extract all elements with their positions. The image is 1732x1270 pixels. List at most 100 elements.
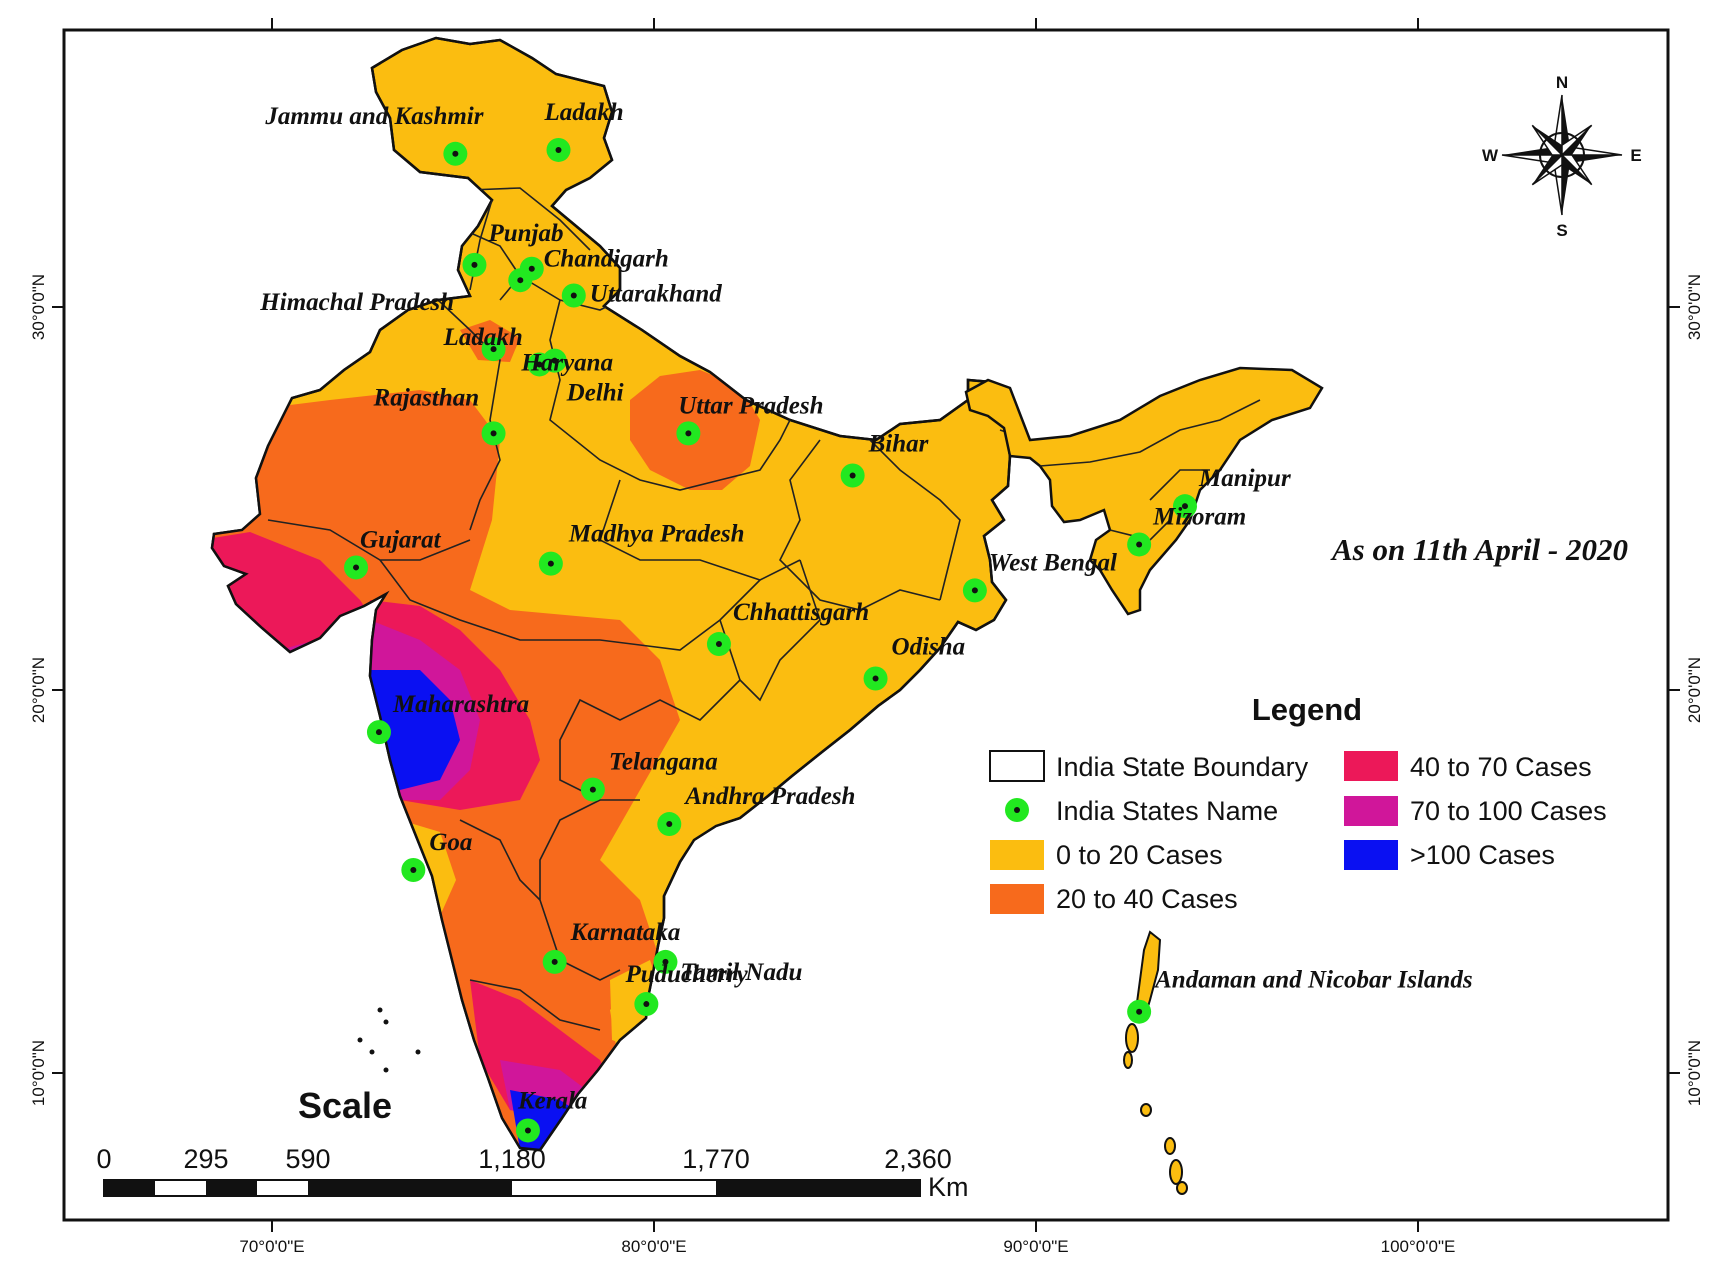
lat-label-20-right: 20°0'0"N <box>1685 657 1704 723</box>
state-marker: West Bengal <box>962 549 1117 603</box>
state-marker: Tamil Nadu <box>634 959 802 1017</box>
state-label: Mizoram <box>1152 503 1246 530</box>
state-marker: Delhi <box>542 348 624 407</box>
lon-label-70: 70°0'0"E <box>239 1237 304 1256</box>
legend-label-boundary: India State Boundary <box>1056 752 1309 782</box>
legend-label-70-100: 70 to 100 Cases <box>1410 796 1607 826</box>
compass-south: S <box>1556 221 1567 240</box>
state-point-center <box>589 786 596 793</box>
state-marker: Jammu and Kashmir <box>264 103 484 166</box>
date-label: As on 11th April - 2020 <box>1330 532 1628 567</box>
legend-swatch-100-plus <box>1344 840 1398 870</box>
state-point-center <box>410 867 417 874</box>
state-point-center <box>375 729 382 736</box>
state-label: Madhya Pradesh <box>568 521 745 548</box>
state-point-center <box>490 346 497 353</box>
state-label: Chandigarh <box>544 246 669 273</box>
graticule-ticks <box>52 18 1680 1232</box>
legend-label-40-70: 40 to 70 Cases <box>1410 752 1592 782</box>
state-marker: Rajasthan <box>373 384 506 446</box>
state-label: Haryana <box>520 349 613 376</box>
lat-label-10-right: 10°0'0"N <box>1685 1040 1704 1106</box>
state-point-center <box>971 587 978 594</box>
scale-tick-1180: 1,180 <box>478 1144 546 1174</box>
state-label: Andhra Pradesh <box>683 783 855 810</box>
state-marker: Madhya Pradesh <box>538 521 745 576</box>
compass-rose-icon <box>1501 94 1623 216</box>
legend-swatch-20-40 <box>990 884 1044 914</box>
state-marker: Uttar Pradesh <box>676 392 824 446</box>
state-label: Himachal Pradesh <box>259 289 454 316</box>
state-marker: Andaman and Nicobar Islands <box>1127 967 1473 1024</box>
scale-tick-295: 295 <box>183 1144 228 1174</box>
legend-label-point: India States Name <box>1056 796 1278 826</box>
lat-label-20-left: 20°0'0"N <box>29 657 48 723</box>
state-label: Jammu and Kashmir <box>264 103 483 130</box>
state-marker: Karnataka <box>542 919 681 974</box>
state-point-center <box>643 1001 650 1008</box>
state-marker: Haryana <box>520 349 613 377</box>
state-label: Rajasthan <box>373 384 480 411</box>
state-marker: Goa <box>401 829 472 883</box>
state-label: Uttarakhand <box>590 281 722 308</box>
legend-swatch-boundary <box>989 750 1045 782</box>
northeast-region <box>964 366 1324 616</box>
scale-unit: Km <box>928 1172 969 1202</box>
legend-label-20-40: 20 to 40 Cases <box>1056 884 1238 914</box>
scale-tick-590: 590 <box>285 1144 330 1174</box>
state-marker: Himachal Pradesh <box>259 268 533 316</box>
state-marker: Kerala <box>515 1087 587 1143</box>
state-point-center <box>666 821 673 828</box>
legend: Legend India State Boundary India States… <box>989 692 1607 914</box>
state-point-center <box>490 430 497 437</box>
scale-title: Scale <box>298 1085 392 1126</box>
state-marker: Maharashtra <box>366 691 529 745</box>
compass-east: E <box>1630 146 1641 165</box>
lon-label-90: 90°0'0"E <box>1003 1237 1068 1256</box>
state-marker: Telangana <box>580 749 718 802</box>
lat-label-30-left: 30°0'0"N <box>29 274 48 340</box>
state-marker: Ladakh <box>544 99 624 162</box>
legend-label-0-20: 0 to 20 Cases <box>1056 840 1223 870</box>
state-label: Ladakh <box>544 99 624 126</box>
state-label: Karnataka <box>570 919 681 946</box>
state-label: West Bengal <box>989 549 1117 576</box>
state-marker: Punjab <box>462 220 563 277</box>
state-point-center <box>452 150 459 157</box>
state-point-center <box>685 430 692 437</box>
state-point-center <box>551 958 558 965</box>
scale-tick-1770: 1,770 <box>682 1144 750 1174</box>
state-point-center <box>1136 541 1143 548</box>
state-marker: Mizoram <box>1127 503 1246 557</box>
compass-north: N <box>1556 73 1568 92</box>
state-label: Bihar <box>868 431 929 458</box>
state-label: Delhi <box>566 380 624 407</box>
state-marker: Ladakh <box>443 324 523 362</box>
lon-label-80: 80°0'0"E <box>621 1237 686 1256</box>
state-point-center <box>524 1127 531 1134</box>
state-marker: Chhattisgarh <box>706 599 869 657</box>
state-label: Odisha <box>892 634 966 661</box>
state-point-center <box>353 564 360 571</box>
state-point-center <box>551 357 558 364</box>
state-point-center <box>517 277 524 284</box>
state-point-center <box>662 958 669 965</box>
state-point-center <box>1136 1008 1143 1015</box>
lon-label-100: 100°0'0"E <box>1381 1237 1456 1256</box>
state-marker: Odisha <box>863 634 966 691</box>
state-point-center <box>536 361 543 368</box>
state-point-center <box>872 675 879 682</box>
state-marker: Bihar <box>840 431 929 488</box>
state-boundaries <box>267 187 1010 1031</box>
state-marker: Andhra Pradesh <box>657 783 855 837</box>
state-label: Manipur <box>1198 465 1291 492</box>
state-point-center <box>555 146 562 153</box>
state-label: Kerala <box>517 1087 587 1114</box>
state-point-center <box>547 560 554 567</box>
state-point-center <box>570 292 577 299</box>
state-point-center <box>849 472 856 479</box>
scale-tick-0: 0 <box>96 1144 111 1174</box>
legend-label-100-plus: >100 Cases <box>1410 840 1555 870</box>
